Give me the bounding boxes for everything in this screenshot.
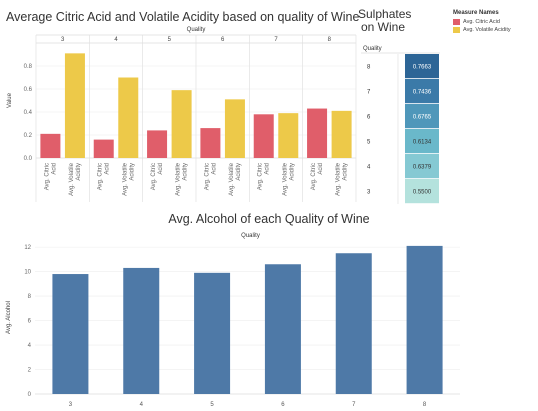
legend: Measure Names Avg. Citric Acid Avg. Vola… bbox=[453, 10, 511, 34]
chart1-bar bbox=[278, 113, 298, 158]
chart3-xtick-label: 6 bbox=[281, 402, 285, 408]
chart2-svg: Quality 8 0.7663 7 0.7436 6 0.6765 5 0.6134 4 0.63… bbox=[358, 40, 440, 210]
chart1-xtick-label: Avg. Citric bbox=[98, 163, 104, 190]
chart1-category-label: 3 bbox=[61, 37, 65, 43]
chart3-ytick-label: 12 bbox=[24, 245, 31, 251]
chart3-ytick-label: 4 bbox=[28, 343, 32, 349]
legend-item-citric[interactable]: Avg. Citric Acid bbox=[453, 18, 511, 26]
chart1-title: Average Citric Acid and Volatile Acidity… bbox=[6, 10, 359, 24]
chart1-xtick-label: Acidity bbox=[289, 163, 295, 181]
chart1-xtick-label: Avg. Citric bbox=[151, 163, 157, 190]
chart3-xtick-label: 8 bbox=[423, 402, 427, 408]
chart1-xtick-label: Acid bbox=[51, 163, 57, 175]
chart1-bar bbox=[94, 140, 114, 158]
chart3-xtick-label: 5 bbox=[210, 402, 214, 408]
legend-label-citric: Avg. Citric Acid bbox=[463, 19, 500, 25]
chart3-ytick-label: 6 bbox=[28, 319, 32, 325]
chart1-bar bbox=[40, 134, 60, 158]
chart1-category-label: 8 bbox=[328, 37, 332, 43]
chart3-ylabel: Avg. Alcohol bbox=[6, 301, 12, 334]
chart2-cell-value: 0.6379 bbox=[413, 165, 432, 171]
chart1-xtick-label: Avg. Citric bbox=[44, 163, 50, 190]
chart3-bar bbox=[52, 274, 88, 394]
chart1-xtick-label: Avg. Citric bbox=[311, 163, 317, 190]
chart3-ytick-label: 10 bbox=[24, 270, 31, 276]
chart1-bar bbox=[332, 111, 352, 158]
chart1-xtick-label: Acidity bbox=[76, 163, 82, 181]
legend-title: Measure Names bbox=[453, 10, 511, 16]
legend-swatch-citric bbox=[453, 19, 460, 25]
chart2-cell-value: 0.6134 bbox=[413, 140, 432, 146]
chart3-ytick-label: 0 bbox=[28, 392, 32, 398]
chart1-ylabel: Value bbox=[7, 92, 13, 108]
chart1-xtick-label: Avg. Volatile bbox=[69, 162, 75, 196]
chart2-title: Sulphates on Wine bbox=[358, 8, 408, 34]
chart2-row-label: 3 bbox=[367, 190, 371, 196]
chart2-row-label: 6 bbox=[367, 115, 371, 121]
chart1-xtick-label: Avg. Volatile bbox=[176, 162, 182, 196]
chart1-xtick-label: Avg. Volatile bbox=[229, 162, 235, 196]
chart3-title: Avg. Alcohol of each Quality of Wine bbox=[0, 212, 538, 226]
chart2-row-label: 4 bbox=[367, 165, 371, 171]
chart1-xtick-label: Acidity bbox=[183, 163, 189, 181]
chart2-row-label: 5 bbox=[367, 140, 371, 146]
chart1-ytick-label: 0.0 bbox=[24, 156, 33, 162]
chart1-bar bbox=[65, 53, 85, 158]
chart1-category-label: 7 bbox=[274, 37, 278, 43]
chart1-ytick-label: 0.4 bbox=[24, 110, 33, 116]
chart1-bar bbox=[307, 109, 327, 158]
chart2-cell-value: 0.6765 bbox=[413, 115, 432, 121]
chart1-bar bbox=[200, 128, 220, 158]
chart1-xtick-label: Avg. Citric bbox=[258, 163, 264, 190]
chart1-xtick-label: Acid bbox=[265, 163, 271, 175]
chart1-xtick-label: Acidity bbox=[343, 163, 349, 181]
chart1-bar bbox=[172, 90, 192, 158]
chart1-xtick-label: Acidity bbox=[129, 163, 135, 181]
chart3-xtick-label: 4 bbox=[140, 402, 144, 408]
chart1-xtick-label: Acid bbox=[158, 163, 164, 175]
chart1-bar bbox=[118, 78, 138, 159]
chart3-ytick-label: 2 bbox=[28, 368, 32, 374]
chart1-bar bbox=[225, 99, 245, 158]
chart3-bar bbox=[194, 273, 230, 394]
chart1-xtick-label: Avg. Volatile bbox=[122, 162, 128, 196]
chart1-xtick-label: Avg. Citric bbox=[204, 163, 210, 190]
chart3-xtick-label: 3 bbox=[69, 402, 73, 408]
chart1-category-label: 5 bbox=[168, 37, 172, 43]
chart1-xtick-label: Avg. Volatile bbox=[336, 162, 342, 196]
chart1-column-header: Quality bbox=[187, 27, 206, 33]
chart3-bar bbox=[265, 264, 301, 394]
chart1-xtick-label: Acidity bbox=[236, 163, 242, 181]
chart2-cell-value: 0.5500 bbox=[413, 190, 432, 196]
chart3-xtick-label: 7 bbox=[352, 402, 356, 408]
legend-item-volatile[interactable]: Avg. Volatile Acidity bbox=[453, 26, 511, 34]
chart3-xlabel: Quality bbox=[241, 233, 260, 239]
chart1-category-label: 6 bbox=[221, 37, 225, 43]
chart3-svg: Quality 0 2 4 6 8 10 12 Avg. Alcohol 3 4 5 6 7 8 bbox=[0, 228, 538, 411]
chart3-bar bbox=[336, 253, 372, 394]
chart1-xtick-label: Acid bbox=[211, 163, 217, 175]
chart1-ytick-label: 0.6 bbox=[24, 87, 33, 93]
legend-label-volatile: Avg. Volatile Acidity bbox=[463, 27, 511, 33]
chart3-bar bbox=[407, 246, 443, 394]
chart3-ytick-label: 8 bbox=[28, 294, 32, 300]
chart1-xtick-label: Acid bbox=[318, 163, 324, 175]
chart2-cell-value: 0.7663 bbox=[413, 65, 432, 71]
legend-swatch-volatile bbox=[453, 27, 460, 33]
chart2-row-header: Quality bbox=[363, 46, 382, 52]
chart2-row-label: 8 bbox=[367, 65, 371, 71]
chart1-category-label: 4 bbox=[114, 37, 118, 43]
chart1-xtick-label: Avg. Volatile bbox=[282, 162, 288, 196]
chart2-cell-value: 0.7436 bbox=[413, 90, 432, 96]
chart1-xtick-label: Acid bbox=[105, 163, 111, 175]
chart2-row-label: 7 bbox=[367, 90, 371, 96]
chart1-bar bbox=[147, 130, 167, 158]
chart1-bar bbox=[254, 114, 274, 158]
chart1-ytick-label: 0.2 bbox=[24, 133, 33, 139]
chart1-ytick-label: 0.8 bbox=[24, 64, 33, 70]
chart3-bar bbox=[123, 268, 159, 394]
